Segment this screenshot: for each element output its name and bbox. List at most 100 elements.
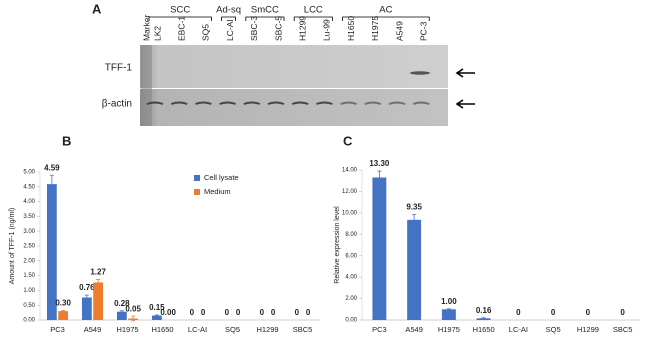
group-bracket <box>245 16 285 21</box>
value-label: 9.35 <box>406 203 422 212</box>
actin-band <box>388 101 406 105</box>
arrow <box>455 68 475 78</box>
actin-band <box>412 101 430 105</box>
value-label: 0.30 <box>55 299 71 308</box>
x-tick-label: H1650 <box>151 325 173 334</box>
value-label: 0 <box>225 308 230 317</box>
y-tick-label: 3.00 <box>23 229 35 235</box>
error-bar <box>84 294 89 301</box>
group-label: SmCC <box>251 5 279 16</box>
bar <box>58 311 69 320</box>
marker-lane <box>141 45 152 126</box>
legend-swatch <box>194 189 200 195</box>
actin-band <box>291 101 309 105</box>
value-label: 0 <box>190 308 195 317</box>
value-label: 0 <box>260 308 265 317</box>
x-tick-label: H1975 <box>116 325 138 334</box>
blot-actin <box>140 89 448 126</box>
error-bar <box>154 314 159 317</box>
value-label: 1.00 <box>441 297 457 306</box>
group-label: LCC <box>304 5 323 16</box>
marker-label: Marker <box>141 14 151 41</box>
y-axis-title: Relative expression level <box>334 206 341 284</box>
bar <box>407 219 422 320</box>
x-tick-label: SBC5 <box>293 325 313 334</box>
y-tick-label: 1.50 <box>23 273 35 279</box>
error-bar <box>412 214 417 226</box>
bar <box>372 177 387 320</box>
y-tick-label: 10.00 <box>342 210 358 216</box>
lane-label: PC-3 <box>418 21 428 41</box>
legend-swatch <box>194 175 200 181</box>
error-bar <box>119 310 124 313</box>
y-tick-label: 3.50 <box>23 214 35 220</box>
value-label: 4.59 <box>44 163 60 172</box>
x-tick-label: A549 <box>405 325 423 334</box>
bar <box>151 315 162 320</box>
x-tick-label: LC-AI <box>509 325 528 334</box>
value-label: 0 <box>586 308 591 317</box>
panel-label: A <box>92 1 102 16</box>
y-tick-label: 2.00 <box>345 296 357 302</box>
x-tick-label: H1299 <box>577 325 599 334</box>
actin-band <box>195 101 212 105</box>
error-bar <box>446 308 451 311</box>
actin-band <box>267 101 285 105</box>
arrow <box>455 99 475 109</box>
value-label: 0 <box>620 308 625 317</box>
y-tick-label: 6.00 <box>345 253 357 259</box>
y-tick-label: 12.00 <box>342 189 358 195</box>
panel-label: C <box>343 133 353 148</box>
x-tick-label: SQ5 <box>546 325 561 334</box>
error-bar <box>96 279 101 286</box>
lane-label: SQ5 <box>201 24 211 41</box>
value-label: 0.76 <box>79 283 95 292</box>
y-axis-title: Amount of TFF-1 (ng/ml) <box>9 208 16 285</box>
value-label: 0.28 <box>114 299 130 308</box>
x-tick-label: H1650 <box>473 325 495 334</box>
x-tick-label: LC-AI <box>188 325 207 334</box>
lane-label: H1650 <box>346 16 356 41</box>
y-tick-label: 0.00 <box>345 318 357 324</box>
y-tick-label: 2.50 <box>23 244 35 250</box>
row-label: β-actin <box>102 99 132 110</box>
panel-label: B <box>62 133 71 148</box>
lane-label: A549 <box>394 21 404 41</box>
actin-band <box>243 101 261 105</box>
group-bracket <box>342 16 430 21</box>
actin-band <box>146 101 164 105</box>
y-tick-label: 5.00 <box>23 170 35 176</box>
x-tick-label: H1299 <box>256 325 278 334</box>
error-bar <box>49 174 54 194</box>
x-tick-label: H1975 <box>438 325 460 334</box>
actin-band <box>364 101 382 105</box>
group-label: Ad-sq <box>216 5 241 16</box>
value-label: 0 <box>271 308 276 317</box>
value-label: 0.16 <box>476 306 492 315</box>
bar <box>81 297 92 320</box>
y-tick-label: 1.00 <box>23 288 35 294</box>
value-label: 0 <box>516 308 521 317</box>
value-label: 0 <box>236 308 241 317</box>
value-label: 0.15 <box>149 303 165 312</box>
y-tick-label: 0.50 <box>23 303 35 309</box>
actin-band <box>219 101 236 105</box>
bar <box>116 311 127 320</box>
value-label: 0 <box>551 308 556 317</box>
value-label: 0 <box>306 308 311 317</box>
y-tick-label: 0.00 <box>23 318 35 324</box>
bar <box>441 309 456 320</box>
legend-label: Cell lysate <box>204 173 239 182</box>
y-tick-label: 8.00 <box>345 232 357 238</box>
lane-label: LC-AI <box>225 19 235 41</box>
row-label: TFF-1 <box>105 63 133 74</box>
y-tick-label: 4.00 <box>345 275 357 281</box>
y-tick-label: 2.00 <box>23 258 35 264</box>
group-label: SCC <box>170 5 190 16</box>
bar <box>46 184 57 320</box>
actin-band <box>170 101 188 105</box>
group-label: AC <box>379 5 392 16</box>
value-label: 0.05 <box>125 304 141 313</box>
x-tick-label: PC3 <box>372 325 387 334</box>
